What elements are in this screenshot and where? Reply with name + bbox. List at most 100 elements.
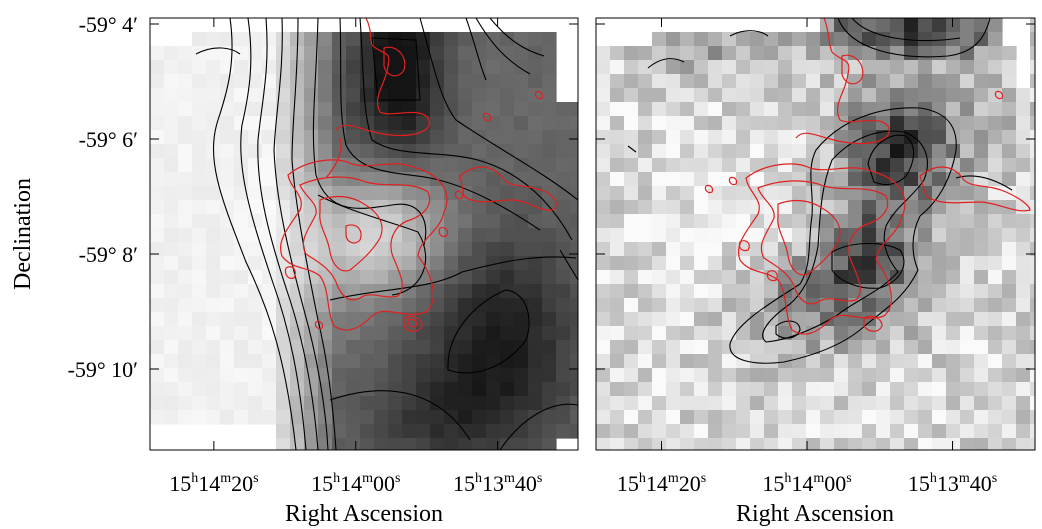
right-map-cell (1002, 130, 1017, 145)
left-map-cell (360, 354, 375, 369)
right-map-cell (890, 158, 905, 173)
right-map-cell (890, 424, 905, 439)
left-map-cell (402, 214, 417, 229)
right-map-cell (834, 228, 849, 243)
left-map-cell (374, 410, 389, 425)
left-map-cell (402, 326, 417, 341)
left-map-cell (206, 354, 221, 369)
left-red-contour-15 (314, 320, 324, 330)
left-map-cell (402, 368, 417, 383)
right-map-cell (778, 242, 793, 257)
right-map-cell (792, 298, 807, 313)
left-map-cell (416, 312, 431, 327)
left-y-tick-label: -59° 4′ (79, 12, 138, 37)
left-map-cell (486, 172, 501, 187)
right-map-cell (932, 410, 947, 425)
left-contour-2 (212, 18, 297, 450)
left-map-cell (514, 200, 529, 215)
right-map-cell (1030, 270, 1035, 285)
left-map-cell (262, 354, 277, 369)
left-map-cell (444, 382, 459, 397)
left-map-cell (248, 130, 263, 145)
right-map-cell (1002, 382, 1017, 397)
left-map-cell (416, 116, 431, 131)
left-map-cell (360, 102, 375, 117)
left-map-cell (458, 186, 473, 201)
right-map-cell (1002, 270, 1017, 285)
left-map-cell (472, 284, 487, 299)
left-map-cell (542, 298, 557, 313)
right-map-cell (1002, 46, 1017, 61)
left-map-cell (178, 60, 193, 75)
right-map-cell (638, 158, 653, 173)
right-contour-10 (775, 320, 801, 339)
left-map-cell (444, 32, 459, 47)
right-map-cell (736, 396, 751, 411)
right-map-cell (764, 396, 779, 411)
right-map-cell (750, 270, 765, 285)
right-map-cell (596, 284, 611, 299)
right-map-cell (1002, 256, 1017, 271)
left-map-cell (332, 158, 347, 173)
left-map-cell (556, 116, 571, 131)
right-map-cell (904, 74, 919, 89)
right-map-cell (1002, 102, 1017, 117)
left-map-cell (150, 186, 165, 201)
left-map-cell (430, 102, 445, 117)
left-map-cell (570, 214, 578, 229)
left-map-cell (276, 172, 291, 187)
left-map-cell (570, 144, 578, 159)
right-map-cell (708, 382, 723, 397)
right-map-cell (722, 368, 737, 383)
right-map-cell (666, 396, 681, 411)
left-map-cell (430, 242, 445, 257)
right-map-cell (708, 116, 723, 131)
right-map-cell (596, 102, 611, 117)
right-map-cell (596, 158, 611, 173)
right-contour-1 (647, 58, 685, 69)
right-map-cell (1016, 438, 1031, 450)
right-map-cell (946, 354, 961, 369)
right-map-cell (750, 88, 765, 103)
right-map-cell (596, 312, 611, 327)
right-map-cell (764, 74, 779, 89)
left-red-contour-1 (335, 18, 430, 137)
right-map-cell (624, 74, 639, 89)
right-map-cell (708, 340, 723, 355)
left-map-cell (304, 284, 319, 299)
left-map-cell (164, 172, 179, 187)
left-map-cell (388, 298, 403, 313)
left-map-cell (248, 158, 263, 173)
right-map-cell (778, 158, 793, 173)
right-map-cell (624, 312, 639, 327)
right-map-cell (750, 382, 765, 397)
left-map-cell (164, 116, 179, 131)
right-map-cell (1002, 158, 1017, 173)
left-map-cell (444, 60, 459, 75)
right-map-cell (1016, 382, 1031, 397)
right-map-cell (778, 228, 793, 243)
right-map-cell (974, 60, 989, 75)
left-map-cell (332, 74, 347, 89)
left-map-cell (192, 368, 207, 383)
right-map-cell (918, 60, 933, 75)
right-map-cell (1002, 326, 1017, 341)
right-map-cell (862, 312, 877, 327)
right-map-cell (932, 354, 947, 369)
right-map-cell (904, 200, 919, 215)
right-map-cell (596, 438, 611, 450)
right-map-cell (820, 102, 835, 117)
right-map-cell (638, 186, 653, 201)
right-map-cell (890, 326, 905, 341)
right-map-cell (806, 396, 821, 411)
right-map-cell (946, 410, 961, 425)
left-map-cell (514, 242, 529, 257)
right-map-cell (876, 354, 891, 369)
left-map-cell (220, 340, 235, 355)
right-map-cell (736, 410, 751, 425)
right-map-cell (988, 130, 1003, 145)
right-map-cell (806, 284, 821, 299)
right-map-cell (1030, 214, 1035, 229)
left-map-cell (430, 312, 445, 327)
left-map-cell (458, 326, 473, 341)
